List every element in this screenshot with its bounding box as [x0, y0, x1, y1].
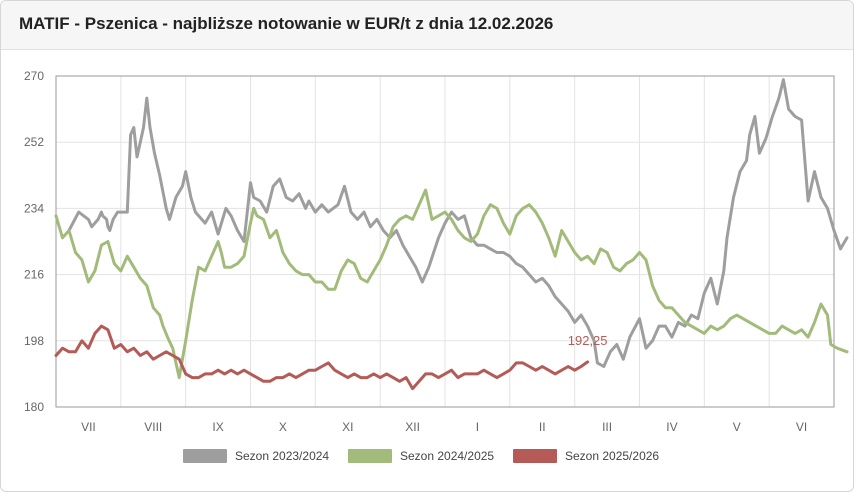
x-tick-label: XII — [405, 420, 420, 434]
x-tick-label: I — [476, 420, 479, 434]
last-value-label: 192,25 — [568, 333, 608, 348]
x-tick-label: X — [279, 420, 287, 434]
labels-layer: 192,25 — [568, 333, 608, 348]
legend-label: Sezon 2024/2025 — [400, 449, 494, 463]
x-tick-label: VII — [81, 420, 96, 434]
y-tick-label: 180 — [24, 400, 44, 414]
y-tick-label: 270 — [24, 69, 44, 83]
legend-label: Sezon 2025/2026 — [565, 449, 659, 463]
x-tick-label: VI — [796, 420, 807, 434]
plot-frame — [55, 75, 835, 408]
chart-title: MATIF - Pszenica - najbliższe notowanie … — [19, 14, 554, 33]
y-tick-label: 252 — [24, 135, 44, 149]
legend-swatch — [183, 449, 227, 463]
x-tick-label: IX — [212, 420, 223, 434]
legend-swatch — [513, 449, 557, 463]
series-line-1 — [67, 78, 849, 368]
y-tick-label: 216 — [24, 268, 44, 282]
chart-header: MATIF - Pszenica - najbliższe notowanie … — [1, 1, 853, 50]
x-tick-label: VIII — [144, 420, 162, 434]
series-line-2 — [54, 188, 849, 380]
y-tick-label: 234 — [24, 201, 44, 215]
x-tick-label: XI — [342, 420, 353, 434]
series-line-3 — [54, 324, 590, 391]
x-tick-label: IV — [666, 420, 677, 434]
grid-layer — [55, 75, 835, 408]
x-tick-label: II — [539, 420, 546, 434]
legend: Sezon 2023/2024 Sezon 2024/2025 Sezon 2025… — [183, 449, 659, 463]
x-tick-label: III — [602, 420, 612, 434]
legend-swatch — [348, 449, 392, 463]
x-tick-label: V — [733, 420, 741, 434]
series-layer — [54, 78, 849, 391]
legend-label: Sezon 2023/2024 — [235, 449, 329, 463]
y-tick-label: 198 — [24, 334, 44, 348]
